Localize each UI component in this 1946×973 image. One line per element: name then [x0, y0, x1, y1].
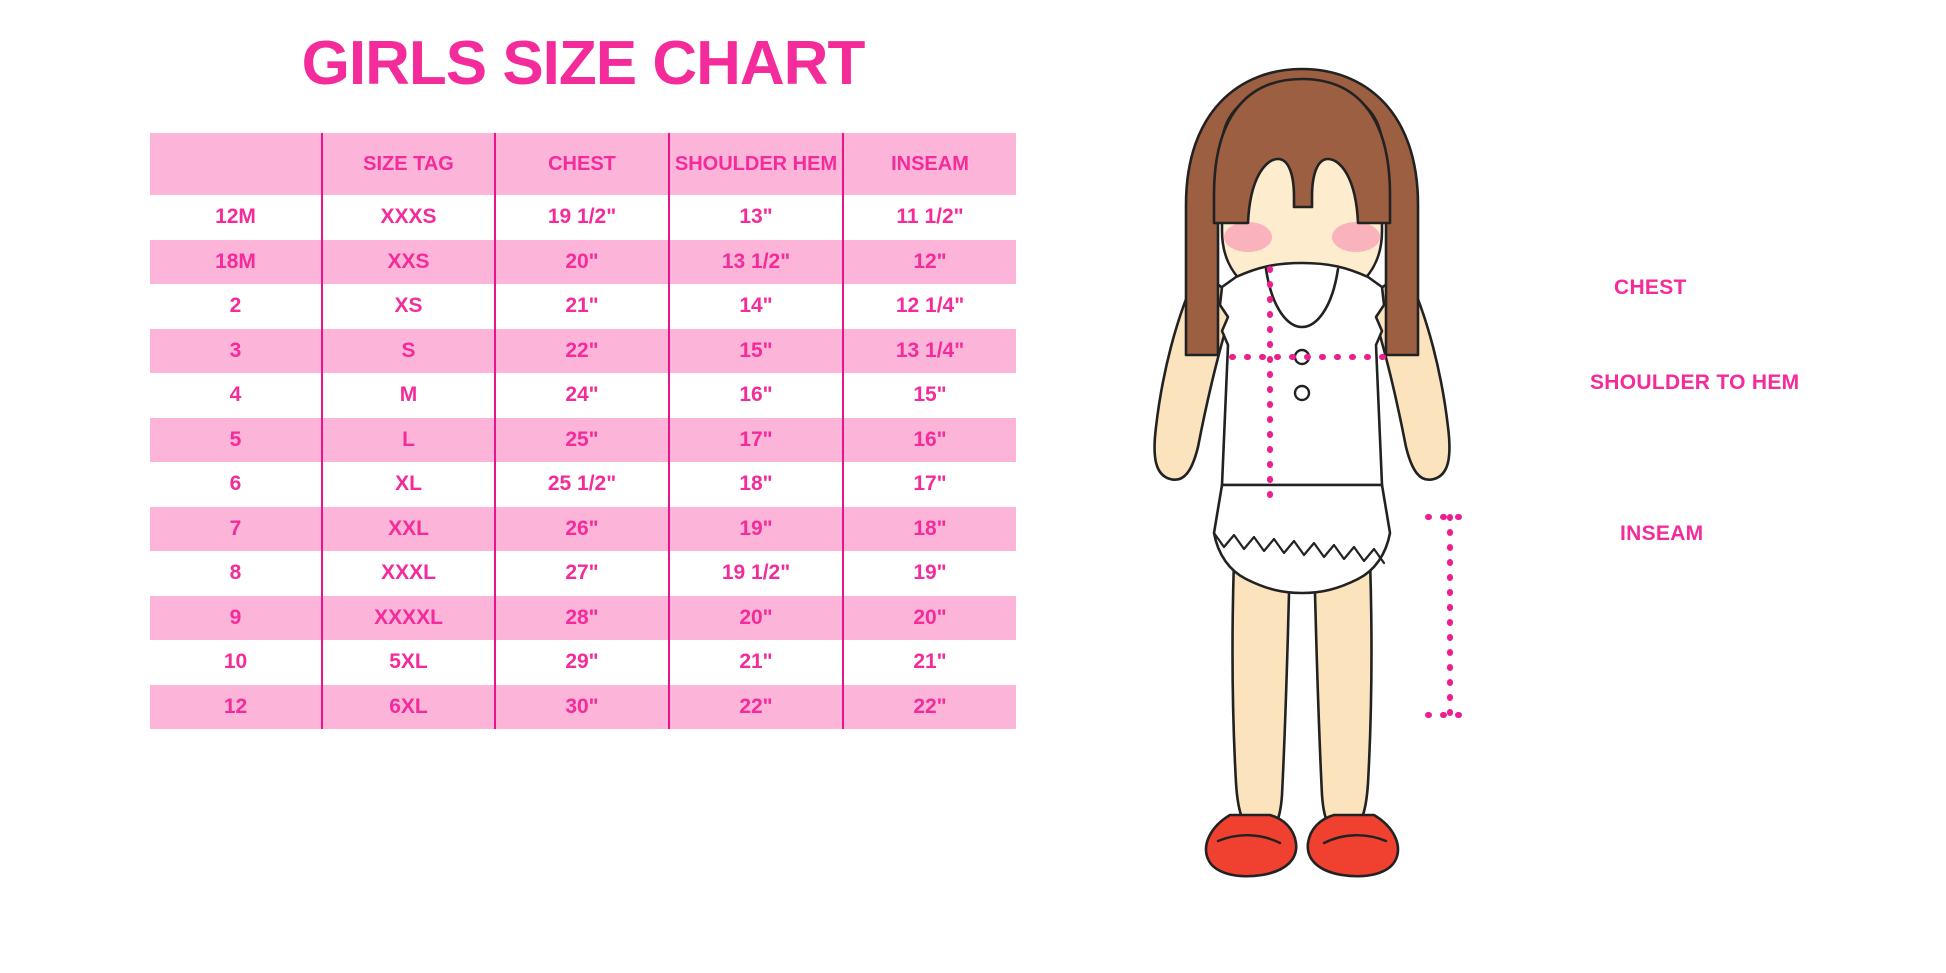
cell-size-tag: XS [321, 284, 495, 329]
cell-chest: 27" [494, 551, 669, 596]
table-row: 10 5XL 29" 21" 21" [150, 640, 1016, 685]
table-row: 12M XXXS 19 1/2" 13" 11 1/2" [150, 195, 1016, 240]
cell-inseam: 19" [842, 551, 1016, 596]
cell-size: 3 [150, 328, 322, 373]
cell-chest: 22" [494, 328, 669, 373]
right-shoe [1306, 813, 1400, 878]
cell-size-tag: XL [321, 462, 495, 507]
cell-size: 12 [150, 684, 322, 729]
cell-inseam: 11 1/2" [842, 195, 1016, 240]
cell-shoulder-hem: 21" [668, 640, 843, 685]
left-shoe-strap [1216, 834, 1282, 845]
table-body: 12M XXXS 19 1/2" 13" 11 1/2" 18M XXS 20"… [150, 195, 1016, 729]
left-shoe [1204, 813, 1298, 878]
column-header-chest: CHEST [494, 133, 669, 195]
cell-size-tag: XXS [321, 239, 495, 284]
table-row: 5 L 25" 17" 16" [150, 417, 1016, 462]
callout-shoulder-to-hem: SHOULDER TO HEM [1590, 371, 1800, 394]
cell-shoulder-hem: 14" [668, 284, 843, 329]
cell-chest: 21" [494, 284, 669, 329]
cell-size: 8 [150, 551, 322, 596]
girl-illustration [1090, 55, 1510, 915]
blush-right [1332, 222, 1380, 252]
cell-inseam: 20" [842, 595, 1016, 640]
callout-chest: CHEST [1614, 276, 1687, 299]
cell-size-tag: S [321, 328, 495, 373]
cell-shoulder-hem: 19" [668, 506, 843, 551]
hair-bangs [1212, 77, 1392, 225]
cell-size: 6 [150, 462, 322, 507]
cell-shoulder-hem: 22" [668, 684, 843, 729]
cell-shoulder-hem: 16" [668, 373, 843, 418]
cell-size-tag: XXXS [321, 195, 495, 240]
skirt-ruffle [1212, 531, 1386, 565]
cell-shoulder-hem: 17" [668, 417, 843, 462]
cell-chest: 29" [494, 640, 669, 685]
cell-chest: 30" [494, 684, 669, 729]
column-header-shoulder-hem: SHOULDER HEM [668, 133, 843, 195]
cell-inseam: 12 1/4" [842, 284, 1016, 329]
table-row: 9 XXXXL 28" 20" 20" [150, 595, 1016, 640]
neckline [1264, 267, 1340, 329]
cell-shoulder-hem: 13 1/2" [668, 239, 843, 284]
cell-chest: 28" [494, 595, 669, 640]
cell-chest: 25 1/2" [494, 462, 669, 507]
cell-chest: 26" [494, 506, 669, 551]
table-header-row: SIZE TAG CHEST SHOULDER HEM INSEAM [150, 133, 1016, 195]
blush-left [1224, 222, 1272, 252]
cell-shoulder-hem: 15" [668, 328, 843, 373]
cell-chest: 24" [494, 373, 669, 418]
callout-inseam: INSEAM [1620, 522, 1704, 545]
size-chart-table: SIZE TAG CHEST SHOULDER HEM INSEAM 12M X… [150, 133, 1016, 729]
table-row: 6 XL 25 1/2" 18" 17" [150, 462, 1016, 507]
cell-inseam: 21" [842, 640, 1016, 685]
cell-chest: 19 1/2" [494, 195, 669, 240]
button-bottom [1293, 384, 1311, 402]
cell-size-tag: XXL [321, 506, 495, 551]
table-row: 2 XS 21" 14" 12 1/4" [150, 284, 1016, 329]
cell-size: 12M [150, 195, 322, 240]
top-garment [1218, 261, 1386, 487]
right-shoe-strap [1322, 834, 1388, 845]
table-header: SIZE TAG CHEST SHOULDER HEM INSEAM [150, 133, 1016, 195]
cell-size-tag: 5XL [321, 640, 495, 685]
table-row: 8 XXXL 27" 19 1/2" 19" [150, 551, 1016, 596]
cell-size-tag: XXXL [321, 551, 495, 596]
cell-size: 4 [150, 373, 322, 418]
table-row: 3 S 22" 15" 13 1/4" [150, 328, 1016, 373]
table-row: 4 M 24" 16" 15" [150, 373, 1016, 418]
cell-inseam: 13 1/4" [842, 328, 1016, 373]
page-title: GIRLS SIZE CHART [301, 29, 866, 98]
cell-size: 18M [150, 239, 322, 284]
cell-inseam: 16" [842, 417, 1016, 462]
cell-shoulder-hem: 20" [668, 595, 843, 640]
cell-size: 9 [150, 595, 322, 640]
cell-size-tag: L [321, 417, 495, 462]
cell-chest: 20" [494, 239, 669, 284]
skirt [1212, 483, 1392, 595]
cell-inseam: 22" [842, 684, 1016, 729]
cell-size-tag: 6XL [321, 684, 495, 729]
table-row: 18M XXS 20" 13 1/2" 12" [150, 239, 1016, 284]
cell-inseam: 12" [842, 239, 1016, 284]
column-header-inseam: INSEAM [842, 133, 1016, 195]
cell-chest: 25" [494, 417, 669, 462]
cell-shoulder-hem: 18" [668, 462, 843, 507]
cell-size: 10 [150, 640, 322, 685]
table-row: 7 XXL 26" 19" 18" [150, 506, 1016, 551]
cell-size: 5 [150, 417, 322, 462]
cell-size-tag: XXXXL [321, 595, 495, 640]
cell-size-tag: M [321, 373, 495, 418]
cell-shoulder-hem: 13" [668, 195, 843, 240]
table-row: 12 6XL 30" 22" 22" [150, 684, 1016, 729]
cell-inseam: 18" [842, 506, 1016, 551]
cell-size: 2 [150, 284, 322, 329]
cell-shoulder-hem: 19 1/2" [668, 551, 843, 596]
cell-inseam: 15" [842, 373, 1016, 418]
column-header-size-tag: SIZE TAG [321, 133, 495, 195]
cell-inseam: 17" [842, 462, 1016, 507]
column-header-size [150, 133, 322, 195]
cell-size: 7 [150, 506, 322, 551]
